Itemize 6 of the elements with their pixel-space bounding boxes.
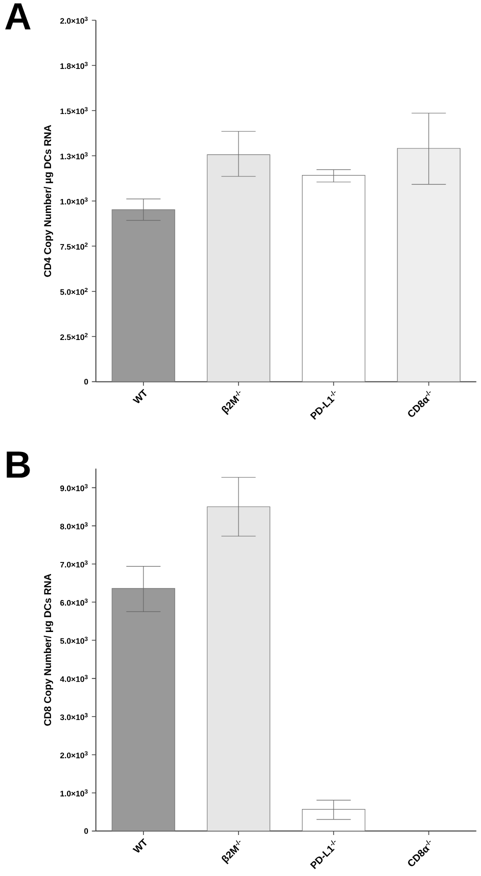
chart-title: A [5, 3, 30, 30]
y-axis-title: CD8 Copy Number/ μg DCs RNA [44, 574, 53, 726]
chart-title: B [6, 452, 30, 478]
x-tick-label: WT [132, 838, 146, 853]
y-axis-title: CD4 Copy Number/ μg DCs RNA [44, 124, 53, 277]
x-tick-label: WT [132, 388, 146, 404]
